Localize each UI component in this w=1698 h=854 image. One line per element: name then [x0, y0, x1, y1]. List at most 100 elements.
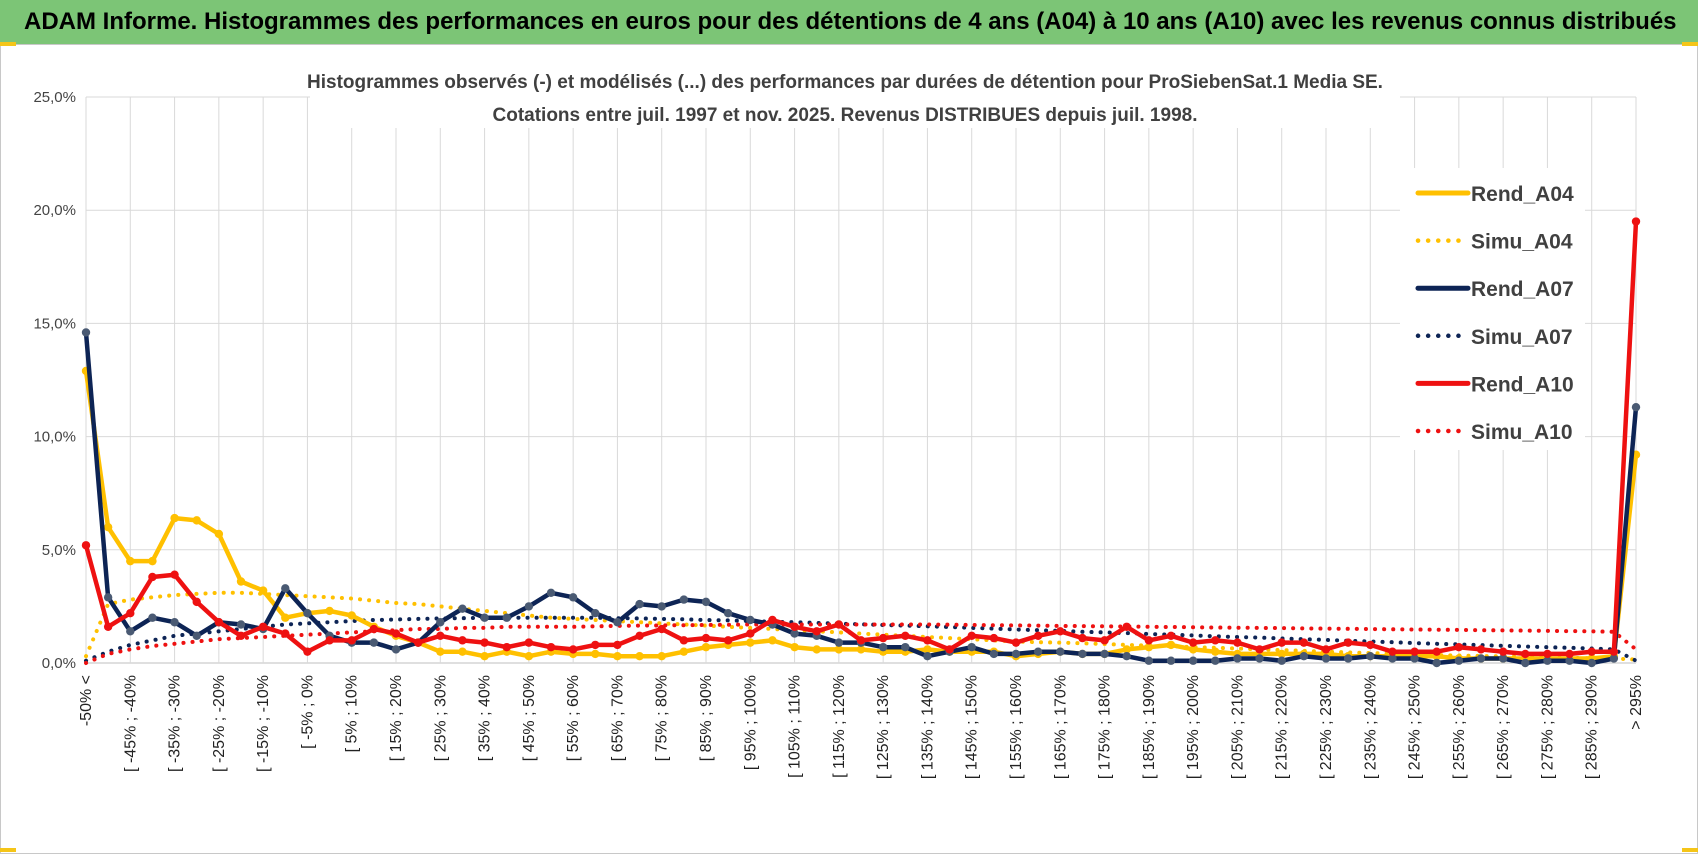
data-point	[524, 652, 534, 661]
data-point	[524, 638, 534, 647]
data-point	[1188, 656, 1198, 665]
data-point	[790, 622, 799, 631]
x-tick-label: [ 65% ; 70%	[609, 675, 626, 761]
data-point	[723, 608, 733, 618]
data-point	[1498, 647, 1508, 656]
data-point	[281, 629, 290, 638]
x-tick-label: [ 265% ; 270%	[1495, 675, 1512, 779]
x-tick-label: [ 205% ; 210%	[1229, 675, 1246, 779]
legend-label: Simu_A10	[1471, 421, 1573, 444]
data-point	[1543, 649, 1552, 659]
data-point	[81, 328, 91, 337]
data-point	[347, 636, 356, 645]
series-layer	[81, 217, 1641, 668]
data-point	[834, 638, 844, 647]
data-point	[1631, 402, 1641, 412]
data-point	[923, 636, 932, 645]
data-point	[170, 570, 179, 579]
data-point	[1033, 631, 1043, 641]
x-tick-label: [ 105% ; 110%	[787, 675, 804, 778]
data-point	[1166, 640, 1176, 650]
y-tick-label: 0,0%	[42, 655, 76, 672]
data-point	[1233, 638, 1242, 647]
data-point	[812, 627, 821, 636]
data-point	[103, 522, 113, 532]
data-point	[546, 588, 556, 598]
x-tick-label: [ 55% ; 60%	[565, 675, 582, 761]
data-point	[325, 606, 334, 616]
data-point	[1498, 654, 1508, 663]
x-tick-label: [ 5% ; 10%	[344, 675, 361, 752]
data-point	[1587, 647, 1596, 656]
data-point	[126, 608, 135, 618]
data-point	[1366, 652, 1375, 661]
data-point	[878, 642, 888, 652]
data-point	[591, 649, 600, 659]
x-tick-label: [ 25% ; 30%	[432, 675, 449, 761]
data-point	[1565, 656, 1574, 665]
x-tick-label: [ 165% ; 170%	[1052, 675, 1069, 779]
legend: Rend_A04 Simu_A04 Rend_A07 Simu_A07 Rend_A10…	[1400, 168, 1585, 450]
data-point	[192, 597, 201, 607]
data-point	[1078, 633, 1087, 643]
data-point	[1211, 647, 1220, 656]
x-tick-label: [ 275% ; 280%	[1539, 675, 1556, 779]
data-point	[613, 618, 622, 627]
data-point	[701, 642, 711, 652]
data-point	[236, 577, 246, 586]
data-point	[1277, 656, 1286, 665]
data-point	[1144, 656, 1154, 665]
data-point	[1543, 656, 1552, 665]
data-point	[458, 636, 467, 645]
x-tick-label: > 295%	[1628, 675, 1645, 730]
corner-mark-top-left	[0, 42, 16, 46]
legend-label: Rend_A04	[1471, 183, 1574, 206]
legend-label: Simu_A04	[1471, 231, 1573, 254]
chart-subtitle: Cotations entre juil. 1997 et nov. 2025.…	[493, 105, 1198, 126]
data-point	[945, 645, 954, 654]
x-tick-label: [ 185% ; 190%	[1141, 675, 1158, 779]
y-tick-label: 5,0%	[42, 542, 76, 559]
corner-mark-bottom-right	[1682, 848, 1698, 852]
series-line-simu-a04	[84, 590, 1638, 662]
legend-label: Rend_A10	[1471, 373, 1574, 396]
x-tick-label: [ 285% ; 290%	[1584, 675, 1601, 779]
data-point	[901, 631, 910, 641]
data-point	[856, 636, 866, 645]
y-tick-label: 15,0%	[33, 315, 76, 332]
data-point	[701, 597, 711, 607]
data-point	[214, 618, 224, 627]
data-point	[746, 638, 755, 647]
x-tick-label: [ 155% ; 160%	[1008, 675, 1025, 779]
x-tick-label: [ 85% ; 90%	[698, 675, 715, 761]
data-point	[1366, 640, 1375, 650]
chart-title: Histogrammes observés (-) et modélisés (…	[307, 72, 1383, 93]
data-point	[81, 541, 91, 550]
data-point	[1011, 649, 1021, 659]
legend-label: Rend_A07	[1471, 278, 1574, 301]
data-point	[148, 556, 157, 566]
x-tick-label: [ 255% ; 260%	[1451, 675, 1468, 779]
data-point	[635, 599, 644, 609]
data-point	[1410, 647, 1419, 656]
series-line-simu-a07	[84, 615, 1638, 663]
data-point	[657, 624, 666, 634]
data-point	[591, 608, 600, 618]
data-point	[967, 642, 976, 652]
data-point	[281, 584, 290, 593]
data-point	[1122, 622, 1131, 631]
x-tick-label: [ 45% ; 50%	[521, 675, 538, 761]
data-point	[236, 631, 246, 641]
data-point	[192, 631, 201, 641]
y-tick-label: 25,0%	[33, 89, 76, 106]
data-point	[436, 647, 445, 656]
x-tick-label: [ -15% ; -10%	[255, 675, 272, 772]
report-title: ADAM Informe. Histogrammes des performan…	[24, 8, 1677, 35]
data-point	[1410, 654, 1419, 663]
data-point	[480, 613, 489, 622]
data-point	[613, 640, 622, 650]
data-point	[1100, 636, 1109, 645]
data-point	[436, 631, 445, 641]
data-point	[1277, 649, 1286, 659]
